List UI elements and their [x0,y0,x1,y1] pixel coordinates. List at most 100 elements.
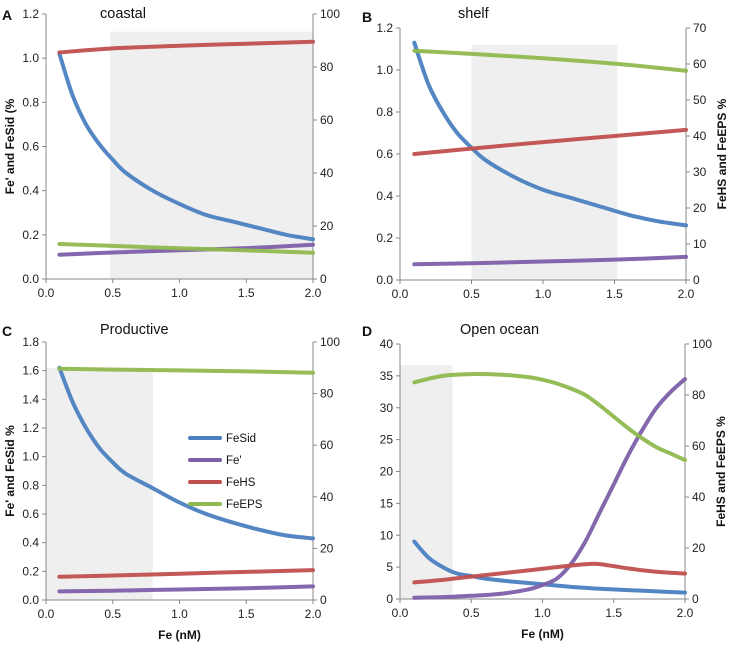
panel-d-left-tick-label: 35 [380,369,394,383]
panel-a-x-tick-label: 1.5 [238,286,255,300]
panel-c-line-fesid [57,365,315,541]
panel-b-right-tick-label: 40 [693,129,707,143]
panel-b-x-tick-label: 1.5 [606,287,623,301]
panel-b-line-fesid [412,40,688,228]
legend-label-fe: Fe' [226,455,242,467]
panel-d-right-tick-label: 40 [692,490,706,504]
panel-d-left-tick-label: 30 [380,401,394,415]
panel-a-left-tick-label: 1.0 [22,51,39,65]
panel-a-x-tick-label: 0.0 [38,286,55,300]
legend: FeSid Fe' FeHS FeEPS [188,433,263,511]
panel-c-right-tick-label: 100 [320,335,340,349]
panel-b-title: shelf [458,6,490,22]
panel-c-right-tick-label: 40 [320,490,334,504]
legend-label-feeps: FeEPS [226,499,263,511]
panel-a-right-tick-label: 100 [320,7,340,21]
panel-d-x-tick-label: 1.0 [534,606,551,620]
panel-c-x-tick-label: 1.5 [238,607,255,621]
panel-d-left-tick-label: 20 [380,465,394,479]
legend-label-fesid: FeSid [226,433,256,445]
panel-d-x-tick-label: 1.5 [605,606,622,620]
panel-b: 0.0 0.2 0.4 0.6 0.8 1.0 1.2 0 10 20 30 40 50 60 70 0.0 0… [362,6,729,301]
panel-b-right-tick-label: 30 [693,165,707,179]
panel-a-line-fesid [57,51,315,242]
panel-c: 0.0 0.2 0.4 0.6 0.8 1.0 1.2 1.4 1.6 1.8 0 20 40 60 80 1… [2,322,340,642]
panel-c-x-tick-label: 1.0 [171,607,188,621]
panel-b-line-fehs [412,127,688,156]
panel-d-left-tick-label: 5 [386,560,393,574]
panel-c-left-tick-label: 0.8 [22,478,39,492]
panel-b-right-tick-label: 20 [693,201,707,215]
panel-d-right-tick-label: 60 [692,439,706,453]
panel-a-left-tick-label: 0.6 [22,140,39,154]
panel-a-line-feeps [57,242,315,255]
panel-d-right-tick-label: 0 [692,592,699,606]
panel-d-title: Open ocean [460,322,539,338]
panel-b-right-tick-label: 70 [693,21,707,35]
panel-a-right-tick-label: 40 [320,166,334,180]
panel-d-right-tick-label: 80 [692,388,706,402]
panel-a-left-tick-label: 0.8 [22,95,39,109]
panel-b-left-tick-label: 1.2 [376,21,393,35]
panel-b-left-tick-label: 1.0 [376,63,393,77]
panel-d-left-tick-label: 10 [380,528,394,542]
panel-c-right-tick-label: 20 [320,541,334,555]
panel-a-x-tick-label: 1.0 [171,286,188,300]
panel-b-x-tick-label: 1.0 [535,287,552,301]
panel-d-x-tick-label: 0.0 [392,606,409,620]
panel-d: 0 5 10 15 20 25 30 35 40 0 20 40 60 80 100 0.0 0.5 1.0 1.5… [362,322,728,641]
panel-b-right-tick-label: 50 [693,93,707,107]
panel-a-right-tick-label: 0 [320,272,327,286]
panel-d-right-tick-label: 100 [692,337,712,351]
panel-d-left-tick-label: 25 [380,433,394,447]
panel-a-x-tick-label: 0.5 [104,286,121,300]
panel-c-right-tick-label: 80 [320,387,334,401]
panel-c-line-fehs [57,568,315,579]
panel-d-line-fesid [412,539,687,595]
panel-b-right-tick-label: 10 [693,237,707,251]
panel-d-right-tick-label: 20 [692,541,706,555]
panel-b-x-tick-label: 0.5 [463,287,480,301]
panel-c-left-tick-label: 0.0 [22,593,39,607]
panel-c-right-tick-label: 0 [320,593,327,607]
panel-a-right-tick-label: 80 [320,60,334,74]
panel-c-left-tick-label: 0.4 [22,536,39,550]
panel-c-left-axis-label: Fe' and FeSid % [3,425,17,517]
panel-a-left-tick-label: 0.2 [22,228,39,242]
panel-d-right-axis-label: FeHS and FeEPS % [714,416,728,527]
panel-d-left-tick-label: 0 [386,592,393,606]
panel-c-shaded-region [46,367,153,600]
panel-c-left-tick-label: 0.2 [22,564,39,578]
panel-b-left-tick-label: 0.0 [376,273,393,287]
panel-c-left-tick-label: 1.2 [22,421,39,435]
panel-c-letter: C [2,323,12,339]
panel-c-left-tick-label: 1.4 [22,392,39,406]
panel-a-letter: A [2,7,12,23]
panel-a-left-axis-label: Fe' and FeSid (% [3,98,17,194]
panel-b-left-tick-label: 0.4 [376,189,393,203]
panel-a-left-tick-label: 0.4 [22,184,39,198]
panel-d-x-axis-label: Fe (nM) [521,627,564,641]
panel-c-left-tick-label: 1.0 [22,450,39,464]
panel-a-x-tick-label: 2.0 [305,286,322,300]
panel-b-x-tick-label: 0.0 [392,287,409,301]
panel-c-x-tick-label: 0.5 [104,607,121,621]
panel-a-left-tick-label: 0.0 [22,272,39,286]
panel-b-left-tick-label: 0.8 [376,105,393,119]
panel-b-right-tick-label: 0 [693,273,700,287]
panel-d-line-fe [412,377,687,600]
panel-c-title: Productive [100,322,169,338]
panel-b-shaded-region [471,44,618,280]
panel-c-left-tick-label: 1.6 [22,364,39,378]
panel-d-left-tick-label: 15 [380,496,394,510]
panel-b-right-axis-label: FeHS and FeEPS % [715,98,729,209]
panel-d-letter: D [362,323,372,339]
panel-a: 0.0 0.2 0.4 0.6 0.8 1.0 1.2 0 20 40 60 80 100 0.0 0.5 1… [2,6,340,300]
panel-b-line-fe [412,254,688,267]
panel-b-x-tick-label: 2.0 [678,287,695,301]
panel-c-x-tick-label: 2.0 [305,607,322,621]
panel-c-x-tick-label: 0.0 [38,607,55,621]
panel-d-x-tick-label: 0.5 [463,606,480,620]
panel-c-left-tick-label: 1.8 [22,335,39,349]
